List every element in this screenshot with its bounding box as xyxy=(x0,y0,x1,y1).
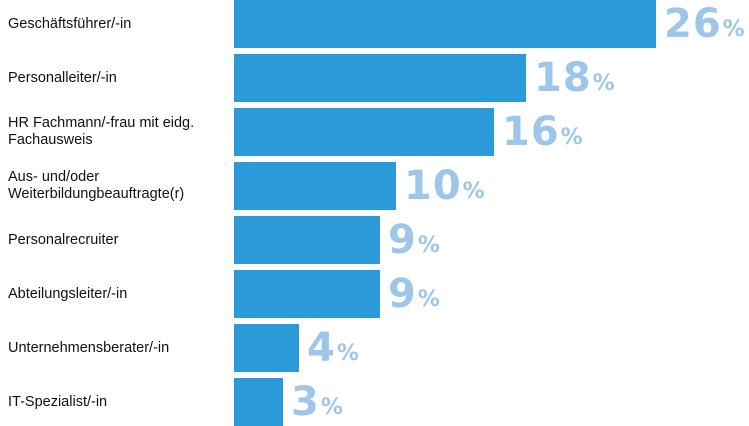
chart-row: Personalrecruiter 9% xyxy=(0,216,749,264)
chart-row: Unternehmensberater/-in 4% xyxy=(0,324,749,372)
bar xyxy=(234,0,656,48)
value-unit: % xyxy=(417,232,440,258)
bar xyxy=(234,162,396,210)
value-label: 4% xyxy=(307,324,359,372)
value-unit: % xyxy=(320,394,343,420)
value-label: 10% xyxy=(404,162,485,210)
chart-row: Aus- und/oder Weiterbildungbeauftragte(r… xyxy=(0,162,749,210)
bar xyxy=(234,216,380,264)
value-number: 26 xyxy=(664,1,722,47)
chart-row: Personalleiter/-in 18% xyxy=(0,54,749,102)
value-number: 18 xyxy=(534,55,592,101)
value-unit: % xyxy=(417,286,440,312)
category-label: Aus- und/oder Weiterbildungbeauftragte(r… xyxy=(8,169,185,202)
value-label: 18% xyxy=(534,54,615,102)
value-label: 16% xyxy=(502,108,583,156)
value-number: 3 xyxy=(291,379,320,425)
value-number: 9 xyxy=(388,271,417,317)
bar xyxy=(234,324,299,372)
chart-row: Geschäftsführer/-in 26% xyxy=(0,0,749,48)
value-label: 3% xyxy=(291,378,343,426)
value-unit: % xyxy=(560,124,583,150)
bar xyxy=(234,270,380,318)
category-label: IT-Spezialist/-in xyxy=(8,393,108,410)
value-number: 16 xyxy=(502,109,560,155)
value-unit: % xyxy=(336,340,359,366)
value-number: 10 xyxy=(404,163,462,209)
category-label: Personalrecruiter xyxy=(8,231,119,248)
value-label: 26% xyxy=(664,0,745,48)
bar xyxy=(234,378,283,426)
value-unit: % xyxy=(592,70,615,96)
value-number: 4 xyxy=(307,325,336,371)
bar xyxy=(234,54,526,102)
bar xyxy=(234,108,494,156)
chart-row: HR Fachmann/-frau mit eidg. Fachausweis 1… xyxy=(0,108,749,156)
category-label: HR Fachmann/-frau mit eidg. Fachausweis xyxy=(8,115,195,148)
chart-row: IT-Spezialist/-in 3% xyxy=(0,378,749,426)
value-label: 9% xyxy=(388,270,440,318)
value-unit: % xyxy=(462,178,485,204)
category-label: Unternehmensberater/-in xyxy=(8,339,170,356)
chart-row: Abteilungsleiter/-in 9% xyxy=(0,270,749,318)
value-number: 9 xyxy=(388,217,417,263)
value-unit: % xyxy=(722,16,745,42)
category-label: Personalleiter/-in xyxy=(8,69,117,86)
value-label: 9% xyxy=(388,216,440,264)
category-label: Geschäftsführer/-in xyxy=(8,15,132,32)
category-label: Abteilungsleiter/-in xyxy=(8,285,128,302)
